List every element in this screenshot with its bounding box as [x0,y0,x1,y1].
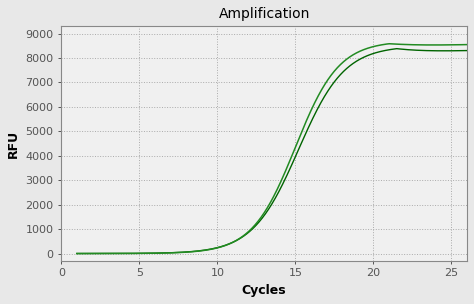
X-axis label: Cycles: Cycles [242,284,286,297]
Y-axis label: RFU: RFU [7,130,20,158]
Title: Amplification: Amplification [219,7,310,21]
